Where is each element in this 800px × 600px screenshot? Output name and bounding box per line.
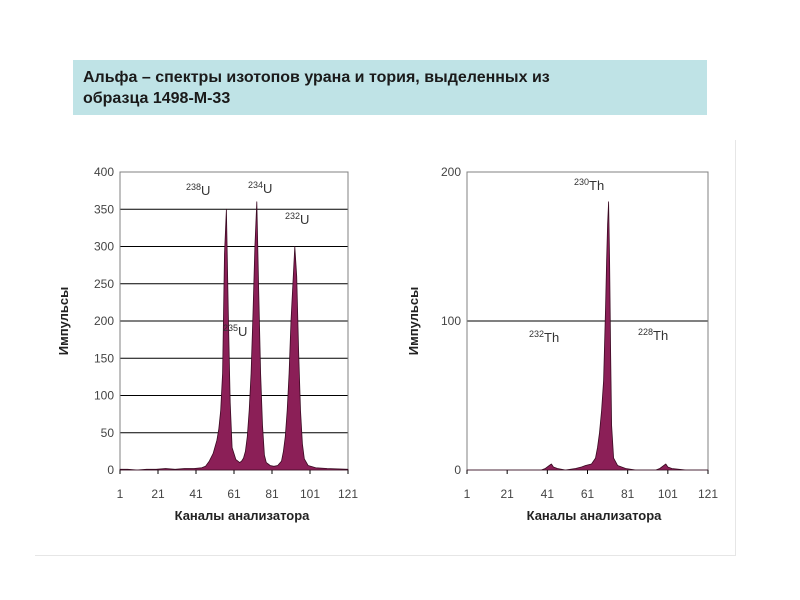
label-th232: 232Th [529, 329, 559, 345]
thorium-y-tick-label: 100 [441, 314, 461, 328]
thorium-x-tick-label: 1 [464, 487, 471, 501]
label-th228-symbol: Th [653, 328, 668, 343]
label-u235-symbol: U [238, 324, 247, 339]
label-th230: 230Th [574, 177, 604, 193]
uranium-y-tick-label: 200 [94, 314, 114, 328]
title-line-2: образца 1498-М-33 [83, 90, 231, 107]
label-th228: 228Th [638, 327, 668, 343]
uranium-y-tick-label: 250 [94, 277, 114, 291]
uranium-y-tick-label: 0 [107, 463, 114, 477]
uranium-y-tick-label: 350 [94, 202, 114, 216]
uranium-x-axis-label: Каналы анализатора [175, 508, 311, 523]
uranium-x-tick-label: 41 [189, 487, 203, 501]
thorium-x-axis-label: Каналы анализатора [527, 508, 663, 523]
label-u238: 238U [186, 182, 210, 198]
title-box: Альфа – спектры изотопов урана и тория, … [73, 60, 707, 115]
thorium-x-tick-label: 61 [581, 487, 595, 501]
uranium-x-tick-label: 81 [265, 487, 279, 501]
uranium-y-tick-label: 100 [94, 389, 114, 403]
uranium-x-tick-label: 101 [300, 487, 320, 501]
slide-frame [35, 140, 736, 556]
uranium-y-axis-label: Импульсы [56, 287, 71, 355]
label-u232-symbol: U [300, 212, 309, 227]
thorium-x-tick-label: 81 [621, 487, 635, 501]
uranium-y-tick-label: 300 [94, 240, 114, 254]
label-u235: 235U [223, 323, 247, 339]
label-th232-mass: 232 [529, 329, 544, 339]
label-u234-mass: 234 [248, 180, 263, 190]
thorium-y-tick-label: 200 [441, 165, 461, 179]
uranium-spectrum-area [119, 201, 349, 471]
uranium-x-tick-label: 61 [227, 487, 241, 501]
thorium-x-tick-label: 101 [658, 487, 678, 501]
label-th232-symbol: Th [544, 330, 559, 345]
uranium-x-tick-label: 121 [338, 487, 358, 501]
uranium-y-tick-label: 150 [94, 351, 114, 365]
uranium-y-tick-label: 50 [101, 426, 115, 440]
uranium-y-ticks: 0 50 100 150 200 250 300 350 400 [94, 165, 114, 477]
label-u234-symbol: U [263, 181, 272, 196]
label-u235-mass: 235 [223, 323, 238, 333]
label-th230-symbol: Th [589, 178, 604, 193]
label-u232-mass: 232 [285, 211, 300, 221]
thorium-spectrum-area [466, 201, 709, 471]
label-th228-mass: 228 [638, 327, 653, 337]
label-th230-mass: 230 [574, 177, 589, 187]
thorium-y-axis-label: Импульсы [406, 287, 421, 355]
thorium-y-ticks: 0 100 200 [441, 165, 461, 477]
thorium-x-tick-label: 41 [541, 487, 555, 501]
thorium-x-ticks: 1 21 41 61 81 101 121 [464, 470, 718, 501]
thorium-x-tick-label: 121 [698, 487, 718, 501]
uranium-x-tick-label: 21 [151, 487, 165, 501]
title-line-1: Альфа – спектры изотопов урана и тория, … [83, 69, 550, 86]
thorium-y-tick-label: 0 [454, 463, 461, 477]
thorium-x-tick-label: 21 [500, 487, 514, 501]
uranium-x-tick-label: 1 [117, 487, 124, 501]
uranium-y-tick-label: 400 [94, 165, 114, 179]
label-u234: 234U [248, 180, 272, 196]
label-u238-mass: 238 [186, 182, 201, 192]
label-u232: 232U [285, 211, 309, 227]
uranium-x-ticks: 1 21 41 61 81 101 121 [117, 470, 358, 501]
label-u238-symbol: U [201, 183, 210, 198]
